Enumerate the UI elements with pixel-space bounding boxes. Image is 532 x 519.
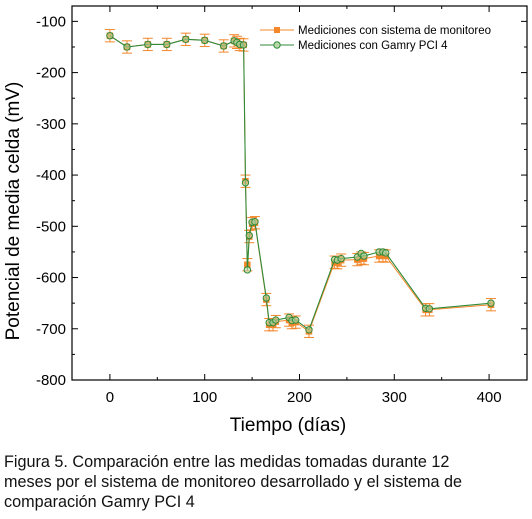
x-tick-label: 100 xyxy=(192,389,217,406)
caption-line-1: Figura 5. Comparación entre las medidas … xyxy=(4,453,450,471)
line-chart: 0 100 200 300 400 -100 -200 -300 -400 -500 -600 -70… xyxy=(3,5,528,436)
figure-caption: Figura 5. Comparación entre las medidas … xyxy=(4,452,528,512)
data-point xyxy=(219,42,228,50)
data-point xyxy=(123,43,131,51)
data-point xyxy=(239,41,248,49)
data-point xyxy=(337,254,345,263)
legend-item: Mediciones con sistema de monitoreo xyxy=(260,25,491,37)
legend-label: Mediciones con Gamry PCI 4 xyxy=(298,40,448,52)
data-point xyxy=(241,179,250,187)
x-tick-label: 200 xyxy=(287,389,312,406)
data-point xyxy=(360,252,368,260)
x-axis-label: Tiempo (días) xyxy=(230,415,347,436)
y-tick-label: -600 xyxy=(36,270,66,287)
y-tick-label: -400 xyxy=(36,167,66,184)
y-tick-label: -500 xyxy=(36,218,66,235)
y-tick-label: -800 xyxy=(36,372,66,389)
data-point xyxy=(262,294,271,302)
caption-line-3: comparación Gamry PCI 4 xyxy=(4,493,195,511)
y-tick-label: -100 xyxy=(36,13,66,30)
legend-marker xyxy=(274,27,280,33)
legend: Mediciones con sistema de monitoreo Medic… xyxy=(260,25,491,52)
caption-line-2: meses por el sistema de monitoreo desarr… xyxy=(4,473,462,491)
y-axis-label: Potencial de media celda (mV) xyxy=(3,82,24,341)
data-point xyxy=(425,305,434,313)
data-point xyxy=(292,316,300,324)
legend-item: Mediciones con Gamry PCI 4 xyxy=(260,40,448,52)
series-gamry xyxy=(106,32,495,334)
x-tick-label: 0 xyxy=(106,389,114,406)
series-line xyxy=(109,35,492,333)
data-point xyxy=(305,326,313,334)
y-tick-label: -300 xyxy=(36,116,66,133)
legend-label: Mediciones con sistema de monitoreo xyxy=(298,25,491,37)
data-point xyxy=(243,266,252,274)
data-point xyxy=(106,32,114,40)
data-point xyxy=(382,249,390,257)
x-tick-label: 400 xyxy=(477,389,502,406)
y-tick-label: -200 xyxy=(36,65,66,82)
data-point xyxy=(251,217,259,226)
plot-frame xyxy=(71,5,528,381)
series-layer xyxy=(104,29,496,338)
data-point xyxy=(182,35,190,44)
data-point xyxy=(487,299,495,307)
series-line xyxy=(109,35,492,331)
data-point xyxy=(144,40,152,49)
legend-marker xyxy=(273,41,281,49)
data-point xyxy=(201,36,209,45)
y-tick-label: -700 xyxy=(36,321,66,338)
x-tick-label: 300 xyxy=(382,389,407,406)
data-point xyxy=(163,40,171,49)
axes: 0 100 200 300 400 -100 -200 -300 -400 -500 -600 -70… xyxy=(36,5,528,406)
data-point xyxy=(245,231,253,240)
series-monitoring xyxy=(104,29,496,338)
data-point xyxy=(272,316,280,324)
